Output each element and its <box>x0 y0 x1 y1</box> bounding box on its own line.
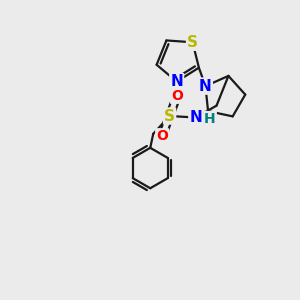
Text: O: O <box>156 129 168 143</box>
Text: N: N <box>199 79 212 94</box>
Text: S: S <box>187 35 198 50</box>
Text: O: O <box>171 89 183 103</box>
Text: N: N <box>170 74 183 89</box>
Text: N: N <box>189 110 202 125</box>
Text: H: H <box>204 112 216 126</box>
Text: S: S <box>164 109 175 124</box>
